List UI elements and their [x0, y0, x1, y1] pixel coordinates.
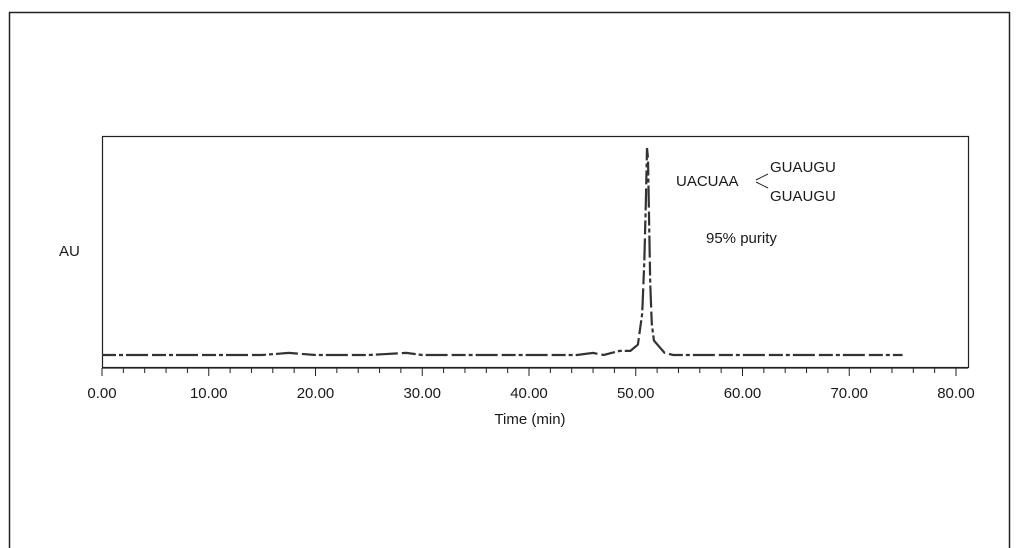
x-axis-ticks [101, 368, 957, 376]
x-axis-title: Time (min) [494, 411, 565, 428]
x-tick-label: 70.00 [830, 385, 868, 402]
x-tick-label: 60.00 [724, 385, 762, 402]
x-tick-label: 50.00 [617, 385, 655, 402]
x-tick-label: 80.00 [937, 385, 975, 402]
x-axis-tick-labels: 0.00 10.00 20.00 30.00 40.00 50.00 60.00 70.00 8… [87, 385, 974, 402]
chromatogram-series [102, 147, 903, 357]
x-tick-label: 20.00 [297, 385, 335, 402]
x-tick-label: 40.00 [510, 385, 548, 402]
chromatogram-trace [102, 147, 903, 357]
sequence-top-label: GUAUGU [770, 159, 836, 176]
plot-area [101, 135, 970, 369]
x-tick-label: 30.00 [403, 385, 441, 402]
sequence-annotation: UACUAA GUAUGU GUAUGU 95% purity [676, 159, 836, 247]
sequence-bottom-label: GUAUGU [770, 188, 836, 205]
purity-label: 95% purity [706, 230, 777, 247]
y-axis-title: AU [59, 243, 80, 260]
sequence-branch-connector [755, 173, 769, 189]
sequence-left-label: UACUAA [676, 173, 739, 190]
x-tick-label: 0.00 [87, 385, 116, 402]
x-tick-label: 10.00 [190, 385, 228, 402]
figure-frame [8, 11, 1011, 548]
